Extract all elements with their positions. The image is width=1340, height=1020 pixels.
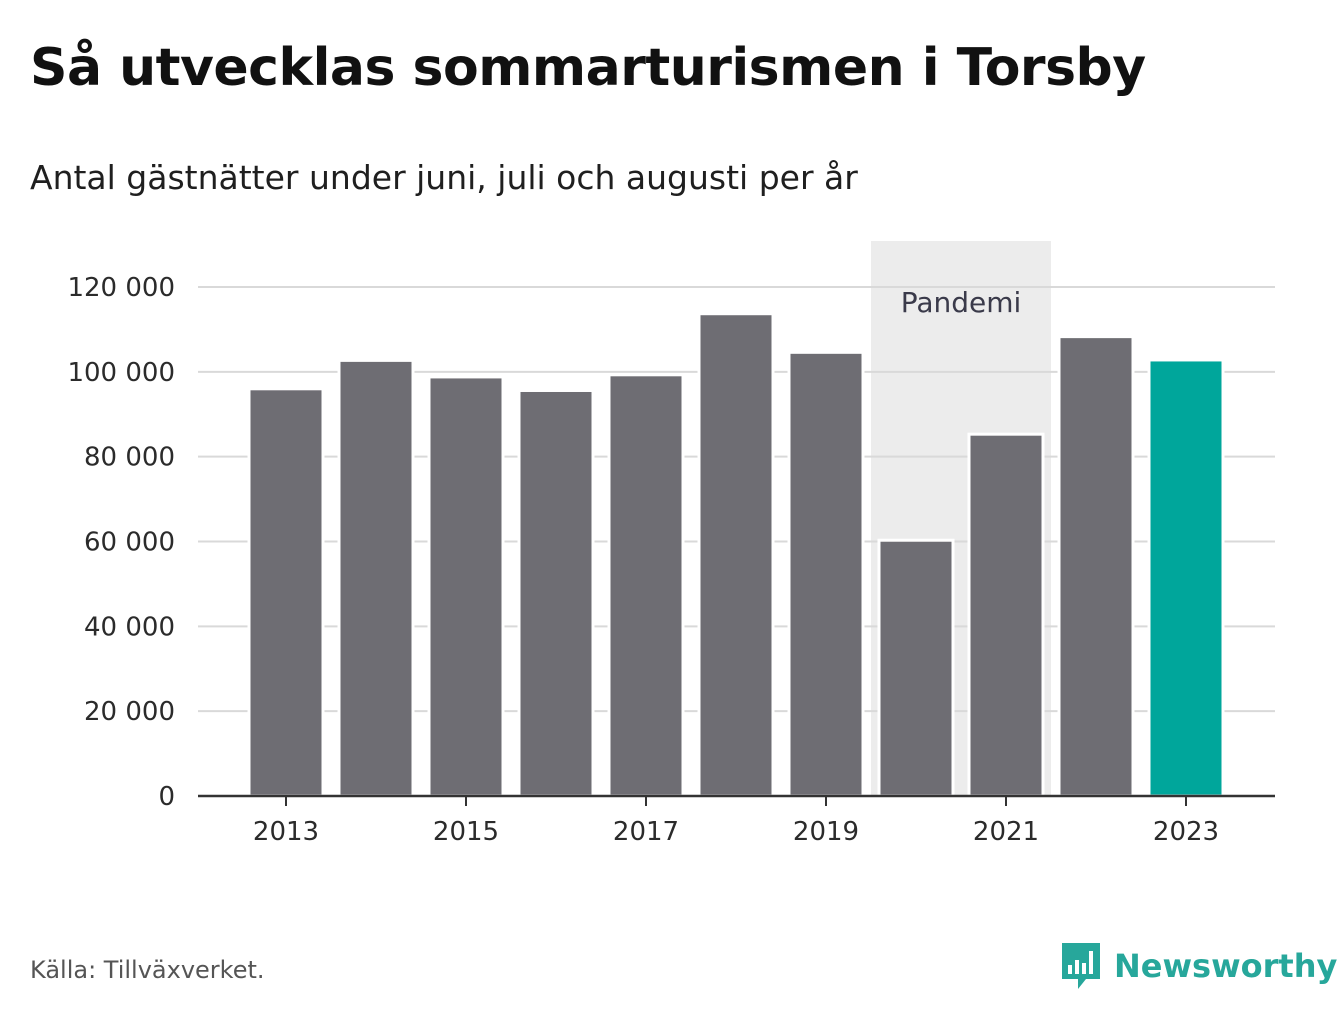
bar-2018 [697,312,775,798]
x-tick-label: 2023 [1153,817,1219,847]
x-tick-label: 2021 [973,817,1039,847]
y-tick-label: 100 000 [67,358,175,388]
brand-name: Newsworthy [1114,947,1338,985]
y-tick-label: 40 000 [84,612,175,642]
source-note: Källa: Tillväxverket. [30,956,265,984]
bar-2014 [337,358,415,798]
pandemic-label: Pandemi [901,286,1022,319]
chart-subtitle: Antal gästnätter under juni, juli och au… [30,158,858,197]
y-tick-label: 80 000 [84,443,175,473]
x-tick-label: 2013 [253,817,319,847]
x-tick-label: 2015 [433,817,499,847]
bar-chart: Pandemi 0 20 000 40 000 60 000 80 000 100 000 1… [67,241,1275,847]
y-tick-label: 20 000 [84,697,175,727]
bar-2016 [517,388,595,798]
bar-2020 [877,538,955,798]
bar-2019 [787,350,865,798]
bar-2017 [607,373,685,798]
bar-2013 [247,387,325,798]
chart-title: Så utvecklas sommarturismen i Torsby [30,38,1146,98]
newsworthy-logo-icon [1062,943,1100,989]
bar-2022 [1057,335,1135,798]
y-tick-label: 0 [158,782,175,812]
y-tick-label: 60 000 [84,528,175,558]
bar-2015 [427,375,505,798]
brand-logo-group[interactable]: Newsworthy [1060,940,1337,992]
x-tick-label: 2017 [613,817,679,847]
x-tick-label: 2019 [793,817,859,847]
bar-2021 [967,432,1045,798]
bar-2023 [1147,358,1225,798]
y-tick-label: 120 000 [67,273,175,303]
